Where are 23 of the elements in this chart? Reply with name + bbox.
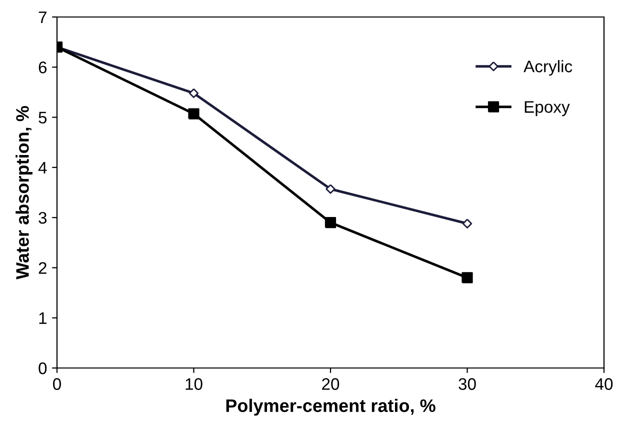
x-tick-label: 0	[53, 378, 61, 390]
point	[188, 88, 199, 98]
y-tick-label: 7	[38, 12, 46, 24]
x-axis-title: Polymer-cement ratio, %	[226, 398, 436, 416]
y-tick-label: 1	[39, 312, 46, 324]
point	[326, 184, 336, 194]
x-tick-label: 10	[186, 378, 202, 390]
y-tick-label: 0	[38, 362, 47, 374]
legend-label: Acrylic	[524, 60, 572, 76]
point	[188, 108, 200, 120]
point	[462, 218, 472, 228]
y-tick-label: 2	[38, 262, 46, 274]
x-tick-label: 40	[595, 378, 613, 390]
y-tick-label: 6	[38, 62, 47, 74]
point	[324, 217, 336, 228]
point	[462, 272, 473, 284]
x-tick-label: 20	[322, 378, 340, 390]
y-axis-title: Water absorption, %	[16, 106, 32, 280]
y-tick-label: 4	[38, 162, 47, 174]
x-tick-label: 30	[458, 378, 476, 390]
legend-label: Epoxy	[524, 101, 570, 116]
y-tick-label: 3	[38, 212, 47, 224]
y-tick-label: 5	[38, 112, 47, 124]
